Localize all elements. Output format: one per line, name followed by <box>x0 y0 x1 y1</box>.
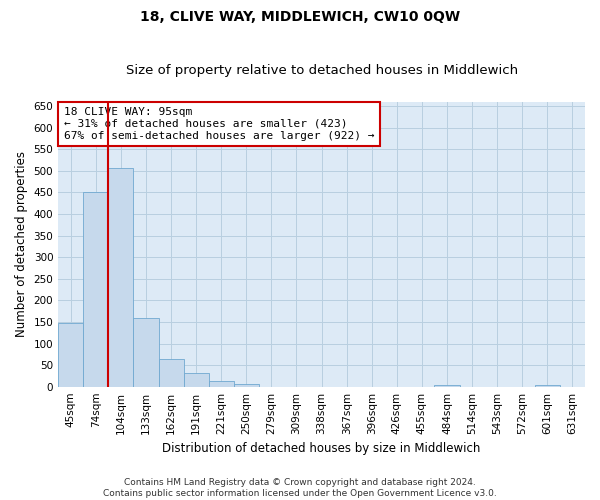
Bar <box>109 168 133 386</box>
Bar <box>158 358 184 386</box>
Title: Size of property relative to detached houses in Middlewich: Size of property relative to detached ho… <box>125 64 518 77</box>
Text: 18, CLIVE WAY, MIDDLEWICH, CW10 0QW: 18, CLIVE WAY, MIDDLEWICH, CW10 0QW <box>140 10 460 24</box>
Bar <box>234 384 259 386</box>
Bar <box>184 374 209 386</box>
Y-axis label: Number of detached properties: Number of detached properties <box>15 151 28 337</box>
Bar <box>434 384 460 386</box>
X-axis label: Distribution of detached houses by size in Middlewich: Distribution of detached houses by size … <box>163 442 481 455</box>
Bar <box>535 385 560 386</box>
Text: 18 CLIVE WAY: 95sqm
← 31% of detached houses are smaller (423)
67% of semi-detac: 18 CLIVE WAY: 95sqm ← 31% of detached ho… <box>64 108 374 140</box>
Bar <box>83 192 109 386</box>
Text: Contains HM Land Registry data © Crown copyright and database right 2024.
Contai: Contains HM Land Registry data © Crown c… <box>103 478 497 498</box>
Bar <box>133 318 158 386</box>
Bar <box>209 381 234 386</box>
Bar <box>58 323 83 386</box>
